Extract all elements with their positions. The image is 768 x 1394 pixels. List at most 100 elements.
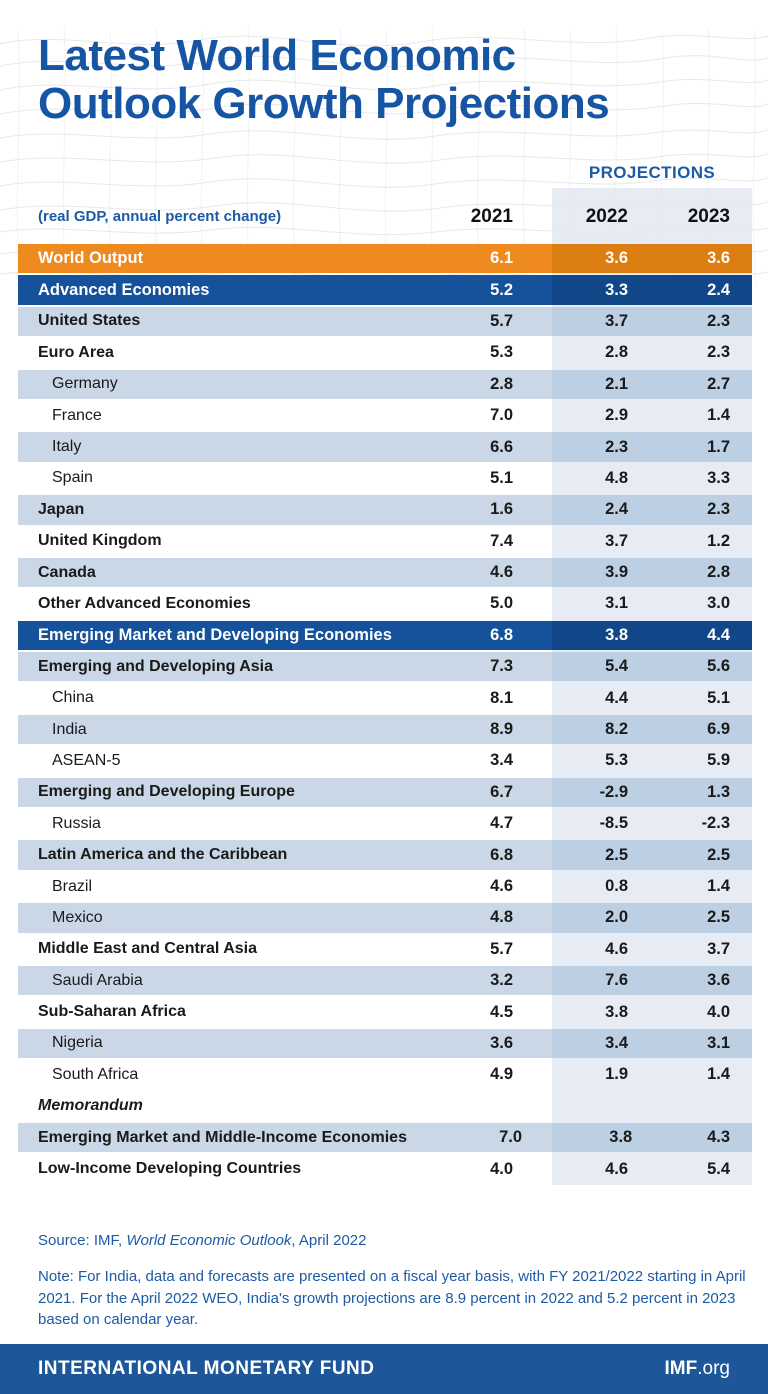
row-label: France <box>52 406 102 424</box>
table-row: Russia 4.7 -8.5 -2.3 <box>18 809 752 838</box>
row-projection-band <box>552 306 752 337</box>
value-2021: 5.1 <box>490 468 513 487</box>
value-2023: 5.6 <box>707 657 730 676</box>
value-2022: 2.9 <box>605 406 628 425</box>
value-2023: 5.4 <box>707 1159 730 1178</box>
value-2021: 1.6 <box>490 500 513 519</box>
value-2023: 1.7 <box>707 437 730 456</box>
value-2022: 3.1 <box>605 594 628 613</box>
value-2022: 3.7 <box>605 531 628 550</box>
table-row: World Output 6.1 3.6 3.6 <box>18 244 752 274</box>
row-label: South Africa <box>52 1065 139 1083</box>
value-2021: 8.9 <box>490 720 513 739</box>
row-projection-band <box>552 1122 752 1153</box>
row-label: Advanced Economies <box>38 280 210 299</box>
table-row: Euro Area 5.3 2.8 2.3 <box>18 338 752 367</box>
value-2023: 3.0 <box>707 594 730 613</box>
footer-bar: INTERNATIONAL MONETARY FUND IMF.org <box>0 1344 768 1394</box>
row-label: Spain <box>52 469 93 487</box>
value-2023: 3.6 <box>707 971 730 990</box>
value-2022: 4.6 <box>605 1159 628 1178</box>
value-2022: -2.9 <box>599 782 628 801</box>
value-2022: 2.4 <box>605 500 628 519</box>
value-2023: 3.1 <box>707 1033 730 1052</box>
source-prefix: Source: IMF, <box>38 1232 127 1249</box>
value-2022: 3.7 <box>605 311 628 330</box>
table-row: Sub-Saharan Africa 4.5 3.8 4.0 <box>18 997 752 1026</box>
row-projection-band <box>552 965 752 996</box>
table-row: Low-Income Developing Countries 4.0 4.6 … <box>18 1154 752 1183</box>
row-projection-band <box>552 557 752 588</box>
value-2023: 3.7 <box>707 939 730 958</box>
table-row: Canada 4.6 3.9 2.8 <box>18 557 752 588</box>
table-row: ASEAN-5 3.4 5.3 5.9 <box>18 746 752 775</box>
value-2022: 2.0 <box>605 908 628 927</box>
row-label: Emerging and Developing Europe <box>38 783 295 801</box>
table-row: Italy 6.6 2.3 1.7 <box>18 432 752 462</box>
page-title: Latest World Economic Outlook Growth Pro… <box>38 32 610 128</box>
column-header-2022: 2022 <box>585 206 628 227</box>
row-label: India <box>52 720 87 738</box>
imf-org-name: INTERNATIONAL MONETARY FUND <box>38 1358 375 1379</box>
row-label: Other Advanced Economies <box>38 594 251 612</box>
value-2022: 3.9 <box>605 563 628 582</box>
row-projection-band <box>552 1028 752 1059</box>
row-label: ASEAN-5 <box>52 751 121 769</box>
value-2023: 2.3 <box>707 500 730 519</box>
value-2021: 3.2 <box>490 971 513 990</box>
imf-url-bold: IMF <box>664 1358 698 1379</box>
value-2023: 1.4 <box>707 406 730 425</box>
row-label: United States <box>38 312 141 330</box>
value-2023: 2.3 <box>707 311 730 330</box>
table-row: Emerging and Developing Europe 6.7 -2.9 … <box>18 777 752 808</box>
value-2023: 4.4 <box>707 625 730 644</box>
value-2022: 1.9 <box>605 1065 628 1084</box>
projections-column-band <box>552 188 752 1185</box>
row-projection-band <box>552 244 752 274</box>
row-label: Latin America and the Caribbean <box>38 846 288 864</box>
row-projection-band <box>552 432 752 462</box>
value-2022: 3.3 <box>605 280 628 299</box>
row-label: Germany <box>52 375 118 393</box>
value-2021: 4.6 <box>490 877 513 895</box>
row-projection-band <box>552 275 752 305</box>
row-label: Euro Area <box>38 343 114 361</box>
table-row: Saudi Arabia 3.2 7.6 3.6 <box>18 965 752 996</box>
value-2023: 1.4 <box>707 877 730 895</box>
column-header-2023: 2023 <box>687 206 730 227</box>
value-2021: 3.6 <box>490 1033 513 1052</box>
value-2022: 5.4 <box>605 657 628 676</box>
table-row: Advanced Economies 5.2 3.3 2.4 <box>18 275 752 305</box>
value-2022: 2.3 <box>605 437 628 456</box>
value-2022: 4.8 <box>605 468 628 487</box>
row-projection-band <box>552 1092 752 1121</box>
value-2022: -8.5 <box>599 814 628 833</box>
value-2021: 7.3 <box>490 657 513 676</box>
row-label: Russia <box>52 814 101 832</box>
projections-header: PROJECTIONS <box>588 163 716 182</box>
value-2021: 7.0 <box>499 1128 522 1147</box>
row-label: Sub-Saharan Africa <box>38 1003 186 1021</box>
value-2022: 7.6 <box>605 971 628 990</box>
value-2021: 5.7 <box>490 311 513 330</box>
table-row: Emerging Market and Developing Economies… <box>18 620 752 651</box>
value-2021: 6.8 <box>490 625 513 644</box>
row-projection-band <box>552 777 752 808</box>
row-label: Nigeria <box>52 1034 103 1052</box>
value-2022: 3.8 <box>605 625 628 644</box>
row-label: Emerging Market and Middle-Income Econom… <box>38 1128 407 1146</box>
value-2023: 4.3 <box>707 1128 730 1147</box>
table-row: Japan 1.6 2.4 2.3 <box>18 495 752 525</box>
row-projection-band <box>552 369 752 399</box>
value-2023: 3.3 <box>707 468 730 487</box>
value-2023: 1.4 <box>707 1065 730 1084</box>
value-2021: 8.1 <box>490 688 513 707</box>
value-2023: 6.9 <box>707 720 730 739</box>
value-2021: 4.0 <box>490 1159 513 1178</box>
value-2022: 8.2 <box>605 720 628 739</box>
value-2022: 2.8 <box>605 343 628 362</box>
value-2021: 6.6 <box>490 437 513 456</box>
table-row: France 7.0 2.9 1.4 <box>18 401 752 430</box>
row-label: World Output <box>38 249 144 268</box>
